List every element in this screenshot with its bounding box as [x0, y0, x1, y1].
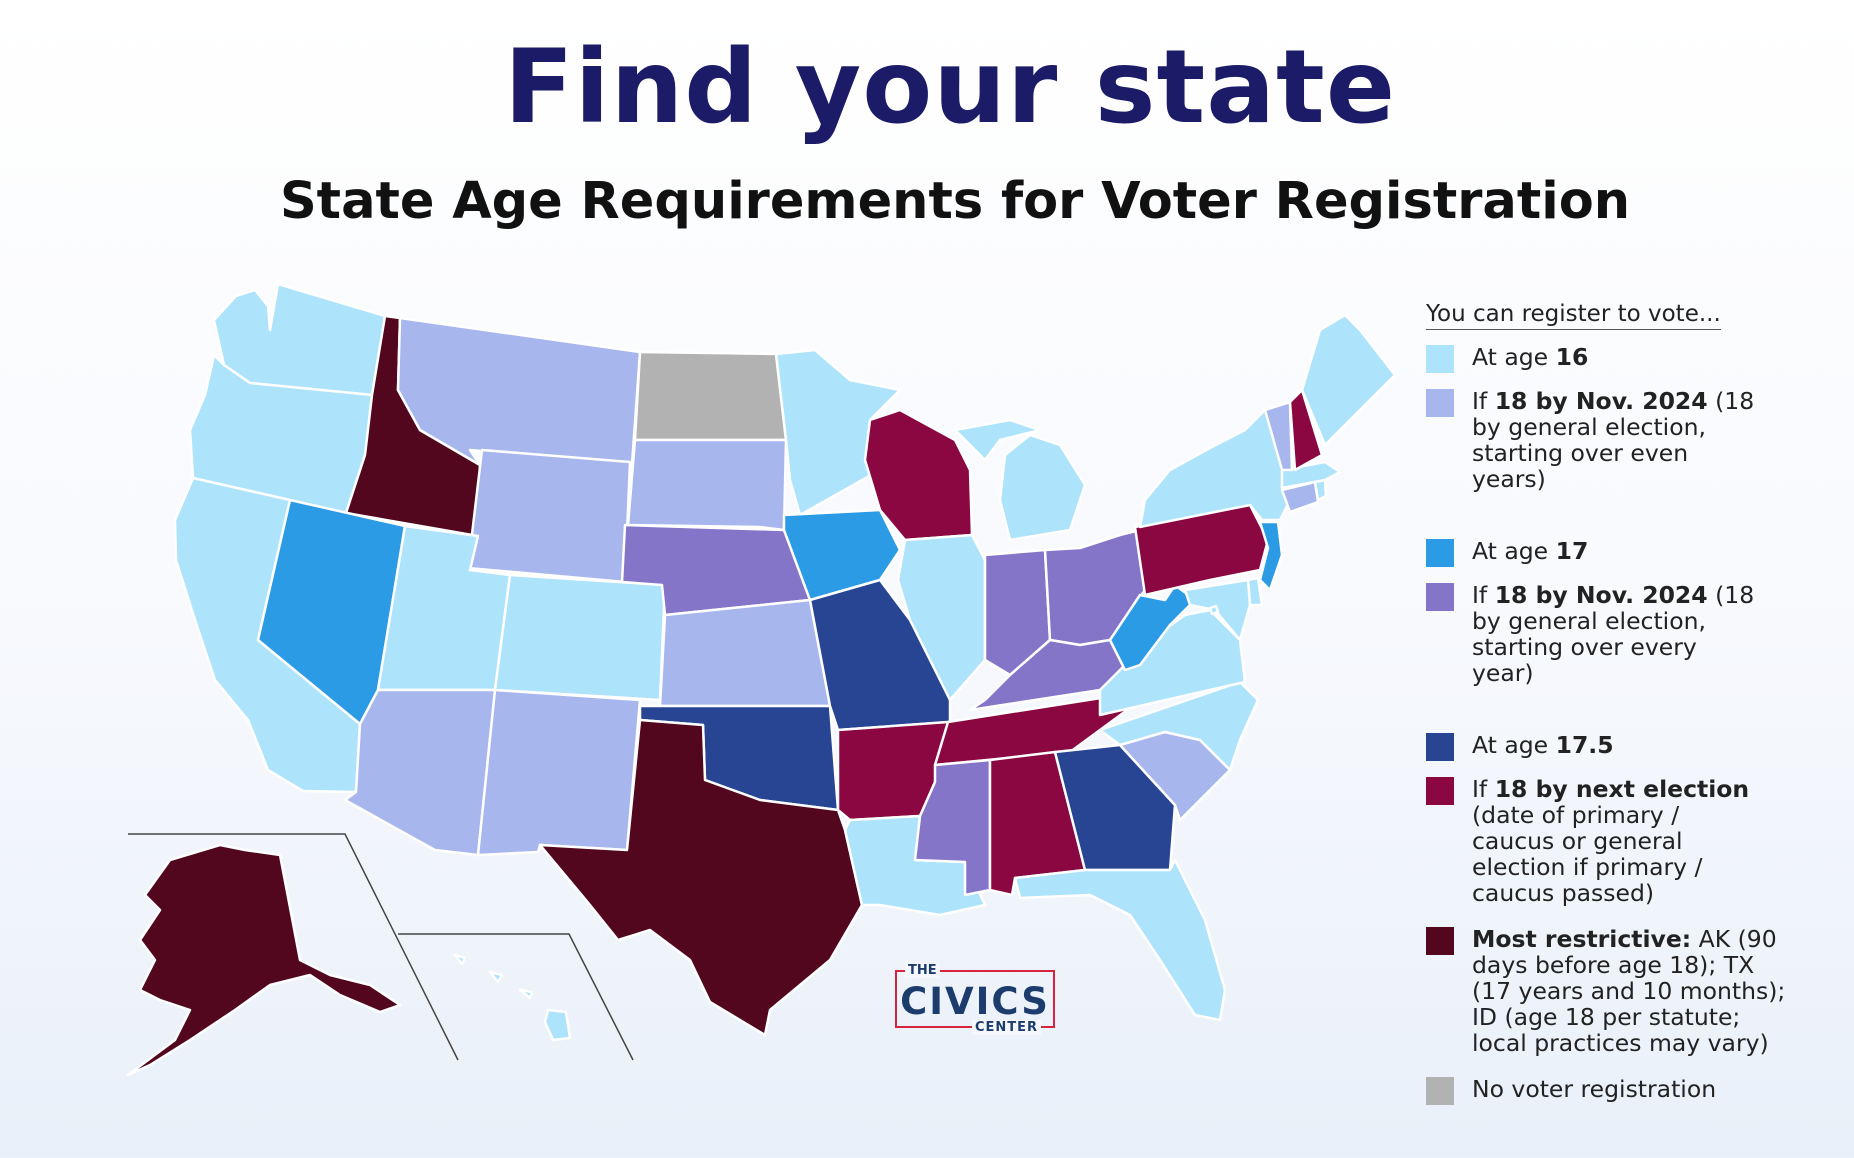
logo-civics: CIVICS	[900, 980, 1050, 1023]
legend-text: AK (90 days before age 18); TX (17 years…	[1472, 925, 1786, 1057]
legend-heading: You can register to vote...	[1426, 301, 1721, 330]
legend-text: At age	[1472, 731, 1556, 759]
legend-swatch	[1426, 345, 1454, 373]
state-hi[interactable]	[453, 953, 572, 1042]
legend-text: (18 by general election, starting over e…	[1472, 581, 1755, 687]
legend-swatch	[1426, 1077, 1454, 1105]
legend-item-age17-5: At age 17.5	[1426, 731, 1846, 761]
state-vt[interactable]	[1263, 400, 1294, 472]
legend-swatch	[1426, 583, 1454, 611]
legend-swatch	[1426, 733, 1454, 761]
state-az[interactable]	[343, 688, 497, 857]
legend-item-by18-even: If 18 by Nov. 2024 (18 by general electi…	[1426, 388, 1756, 492]
state-il[interactable]	[896, 533, 987, 702]
legend-item-no-registration: No voter registration	[1426, 1075, 1846, 1105]
legend-item-age17: At age 17	[1426, 537, 1846, 567]
state-tx[interactable]	[538, 718, 864, 1037]
state-sd[interactable]	[626, 438, 788, 532]
state-mo[interactable]	[808, 578, 952, 732]
legend-text: If	[1472, 581, 1495, 609]
legend-item-by18-every: If 18 by Nov. 2024 (18 by general electi…	[1426, 582, 1756, 686]
legend-bold: 18 by Nov. 2024	[1494, 387, 1708, 415]
alaska-inset-frame	[128, 833, 459, 1061]
legend-swatch	[1426, 539, 1454, 567]
legend-text: If	[1472, 775, 1495, 803]
legend-bold: 18 by Nov. 2024	[1494, 581, 1708, 609]
legend-bold: 18 by next election	[1494, 775, 1750, 803]
state-nh[interactable]	[1288, 388, 1324, 472]
legend-item-next-election: If 18 by next election (date of primary …	[1426, 776, 1766, 906]
state-ak[interactable]	[126, 843, 402, 1077]
main-title: Find your state	[503, 28, 1396, 147]
map-legend: You can register to vote... At age 16 If…	[1426, 300, 1846, 1105]
legend-item-most-restrictive: Most restrictive: AK (90 days before age…	[1426, 926, 1796, 1056]
state-co[interactable]	[493, 573, 667, 702]
legend-text: If	[1472, 387, 1495, 415]
legend-item-age16: At age 16	[1426, 343, 1846, 373]
legend-bold: 17.5	[1555, 731, 1614, 759]
state-nd[interactable]	[633, 350, 788, 442]
state-wy[interactable]	[466, 448, 632, 584]
state-nm[interactable]	[476, 688, 642, 857]
hawaii-inset-frame	[398, 933, 634, 1061]
legend-bold: 16	[1555, 343, 1589, 371]
map-subtitle: State Age Requirements for Voter Registr…	[279, 172, 1631, 231]
legend-swatch	[1426, 777, 1454, 805]
state-ks[interactable]	[658, 598, 832, 708]
legend-text: (18 by general election, starting over e…	[1472, 387, 1755, 493]
state-ri[interactable]	[1313, 478, 1328, 502]
legend-swatch	[1426, 389, 1454, 417]
state-me[interactable]	[1300, 313, 1397, 447]
logo-the: THE	[905, 963, 940, 978]
civics-center-logo: THE CIVICS CENTER	[895, 963, 1055, 1035]
state-ga[interactable]	[1053, 743, 1177, 872]
legend-text: (date of primary / caucus or general ele…	[1472, 801, 1703, 907]
state-ny[interactable]	[1138, 408, 1292, 529]
legend-text: No voter registration	[1472, 1075, 1717, 1103]
state-dc[interactable]	[1208, 604, 1220, 616]
state-nj[interactable]	[1258, 520, 1284, 592]
legend-text: At age	[1472, 343, 1556, 371]
state-nc[interactable]	[1098, 680, 1260, 772]
legend-bold: 17	[1555, 537, 1589, 565]
state-mi[interactable]	[953, 418, 1087, 542]
legend-bold: Most restrictive:	[1472, 925, 1692, 953]
legend-text: At age	[1472, 537, 1556, 565]
logo-center: CENTER	[971, 1020, 1041, 1035]
state-fl[interactable]	[1013, 858, 1227, 1022]
legend-swatch	[1426, 927, 1454, 955]
